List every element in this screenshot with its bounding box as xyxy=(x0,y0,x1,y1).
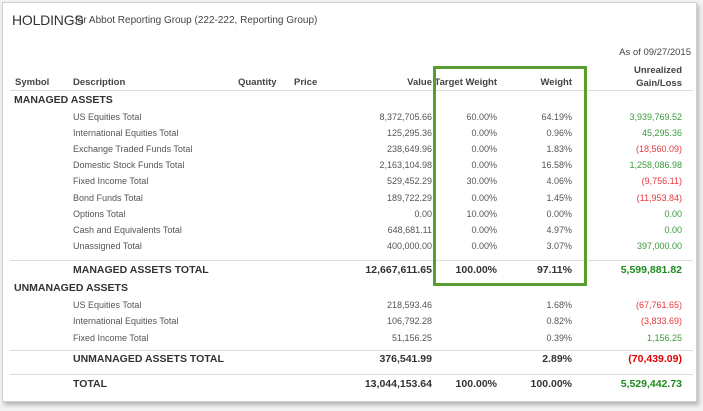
managed-row-target-weight: 0.00% xyxy=(471,144,497,155)
unmanaged-row-description: International Equities Total xyxy=(73,316,179,327)
as-of-date: As of 09/27/2015 xyxy=(619,47,691,58)
managed-row-weight: 16.58% xyxy=(541,160,572,171)
col-target-weight[interactable]: Target Weight xyxy=(434,77,497,88)
unmanaged-total-value: 376,541.99 xyxy=(379,353,432,365)
unmanaged-row-gain-loss: (3,833.69) xyxy=(640,316,682,327)
managed-row-gain-loss: 3,939,769.52 xyxy=(629,112,682,122)
header-divider xyxy=(10,90,693,91)
managed-row-target-weight: 0.00% xyxy=(471,192,497,203)
managed-row-value: 400,000.00 xyxy=(386,240,432,251)
managed-row-target-weight: 0.00% xyxy=(471,128,497,139)
managed-row-value: 648,681.11 xyxy=(387,224,432,235)
col-price[interactable]: Price xyxy=(294,77,318,88)
managed-row-target-weight: 0.00% xyxy=(471,160,497,171)
managed-total-description: MANAGED ASSETS TOTAL xyxy=(73,264,209,276)
managed-total-target-weight: 100.00% xyxy=(455,264,497,276)
managed-row-description: Unassigned Total xyxy=(73,240,142,251)
grand-total-description: TOTAL xyxy=(73,378,108,390)
managed-row-value: 125,295.36 xyxy=(386,128,432,139)
managed-row-gain-loss: 397,000.00 xyxy=(636,240,682,251)
col-value[interactable]: Value xyxy=(407,77,432,88)
managed-row-value: 529,452.29 xyxy=(386,176,432,187)
unmanaged-row-gain-loss: 1,156.25 xyxy=(646,332,682,343)
divider xyxy=(10,260,693,261)
managed-row-description: Exchange Traded Funds Total xyxy=(73,144,193,155)
unmanaged-total-gain-loss: (70,439.09) xyxy=(628,353,682,365)
col-quantity[interactable]: Quantity xyxy=(238,77,277,88)
managed-row-description: Options Total xyxy=(73,208,126,219)
col-symbol[interactable]: Symbol xyxy=(15,77,50,88)
page-title: HOLDINGS xyxy=(12,12,84,28)
managed-row-weight: 4.06% xyxy=(546,176,572,187)
managed-row-weight: 4.97% xyxy=(546,224,572,235)
managed-row-weight: 64.19% xyxy=(541,112,572,122)
grand-total-value: 13,044,153.64 xyxy=(364,378,432,390)
managed-row-target-weight: 30.00% xyxy=(466,176,497,187)
managed-row-target-weight: 0.00% xyxy=(471,224,497,235)
managed-row-gain-loss: (18,560.09) xyxy=(635,144,682,155)
managed-row-gain-loss: 45,295.36 xyxy=(641,128,682,139)
managed-row-description: Cash and Equivalents Total xyxy=(73,224,182,235)
managed-row-target-weight: 60.00% xyxy=(466,112,497,122)
managed-row-value: 0.00 xyxy=(414,208,432,219)
managed-row-target-weight: 10.00% xyxy=(466,208,497,219)
managed-row-gain-loss: 0.00 xyxy=(664,208,682,219)
managed-row-gain-loss: (9,756.11) xyxy=(641,176,682,187)
unmanaged-row-value: 106,792.28 xyxy=(386,316,432,327)
section-managed-assets: MANAGED ASSETS xyxy=(14,94,113,106)
managed-row-target-weight: 0.00% xyxy=(471,240,497,251)
col-gain-line2: Gain/Loss xyxy=(636,78,682,89)
unmanaged-row-description: US Equities Total xyxy=(73,300,142,310)
managed-row-value: 189,722.29 xyxy=(386,192,432,203)
managed-total-gain-loss: 5,599,881.82 xyxy=(620,264,682,276)
managed-row-description: Fixed Income Total xyxy=(73,176,149,187)
managed-row-weight: 0.00% xyxy=(546,208,572,219)
managed-row-description: Domestic Stock Funds Total xyxy=(73,160,185,171)
managed-row-gain-loss: (11,953.84) xyxy=(636,192,682,203)
managed-row-description: Bond Funds Total xyxy=(73,192,143,203)
page-subtitle: for Abbot Reporting Group (222-222, Repo… xyxy=(75,15,318,26)
grand-total-weight: 100.00% xyxy=(530,378,572,390)
managed-row-gain-loss: 0.00 xyxy=(664,224,682,235)
managed-row-value: 8,372,705.66 xyxy=(379,112,432,122)
unmanaged-total-weight: 2.89% xyxy=(542,353,572,365)
managed-total-weight: 97.11% xyxy=(536,264,572,276)
grand-total-gain-loss: 5,529,442.73 xyxy=(620,378,682,390)
unmanaged-row-weight: 0.82% xyxy=(546,316,572,327)
col-description[interactable]: Description xyxy=(73,77,126,88)
managed-row-description: International Equities Total xyxy=(73,128,179,139)
unmanaged-row-weight: 1.68% xyxy=(546,300,572,310)
managed-row-value: 2,163,104.98 xyxy=(379,160,432,171)
managed-row-value: 238,649.96 xyxy=(386,144,432,155)
divider xyxy=(10,374,693,375)
managed-row-gain-loss: 1,258,086.98 xyxy=(629,160,682,171)
section-unmanaged-assets: UNMANAGED ASSETS xyxy=(14,282,128,294)
managed-total-value: 12,667,611.65 xyxy=(365,264,432,276)
managed-row-weight: 0.96% xyxy=(546,128,572,139)
unmanaged-total-description: UNMANAGED ASSETS TOTAL xyxy=(73,353,224,365)
unmanaged-row-gain-loss: (67,761.65) xyxy=(635,300,682,310)
weight-highlight-box xyxy=(433,66,587,286)
managed-row-weight: 1.83% xyxy=(546,144,572,155)
unmanaged-row-value: 51,156.25 xyxy=(391,332,432,343)
unmanaged-row-weight: 0.39% xyxy=(546,332,572,343)
col-gain-line1: Unrealized xyxy=(633,65,682,76)
managed-row-weight: 1.45% xyxy=(546,192,572,203)
unmanaged-row-description: Fixed Income Total xyxy=(73,332,149,343)
divider xyxy=(10,350,693,351)
managed-row-description: US Equities Total xyxy=(73,112,142,122)
col-gain-loss[interactable]: Unrealized Gain/Loss xyxy=(634,64,682,90)
unmanaged-row-value: 218,593.46 xyxy=(386,300,432,310)
col-weight[interactable]: Weight xyxy=(540,77,573,88)
managed-row-weight: 3.07% xyxy=(546,240,572,251)
grand-total-target-weight: 100.00% xyxy=(455,378,497,390)
